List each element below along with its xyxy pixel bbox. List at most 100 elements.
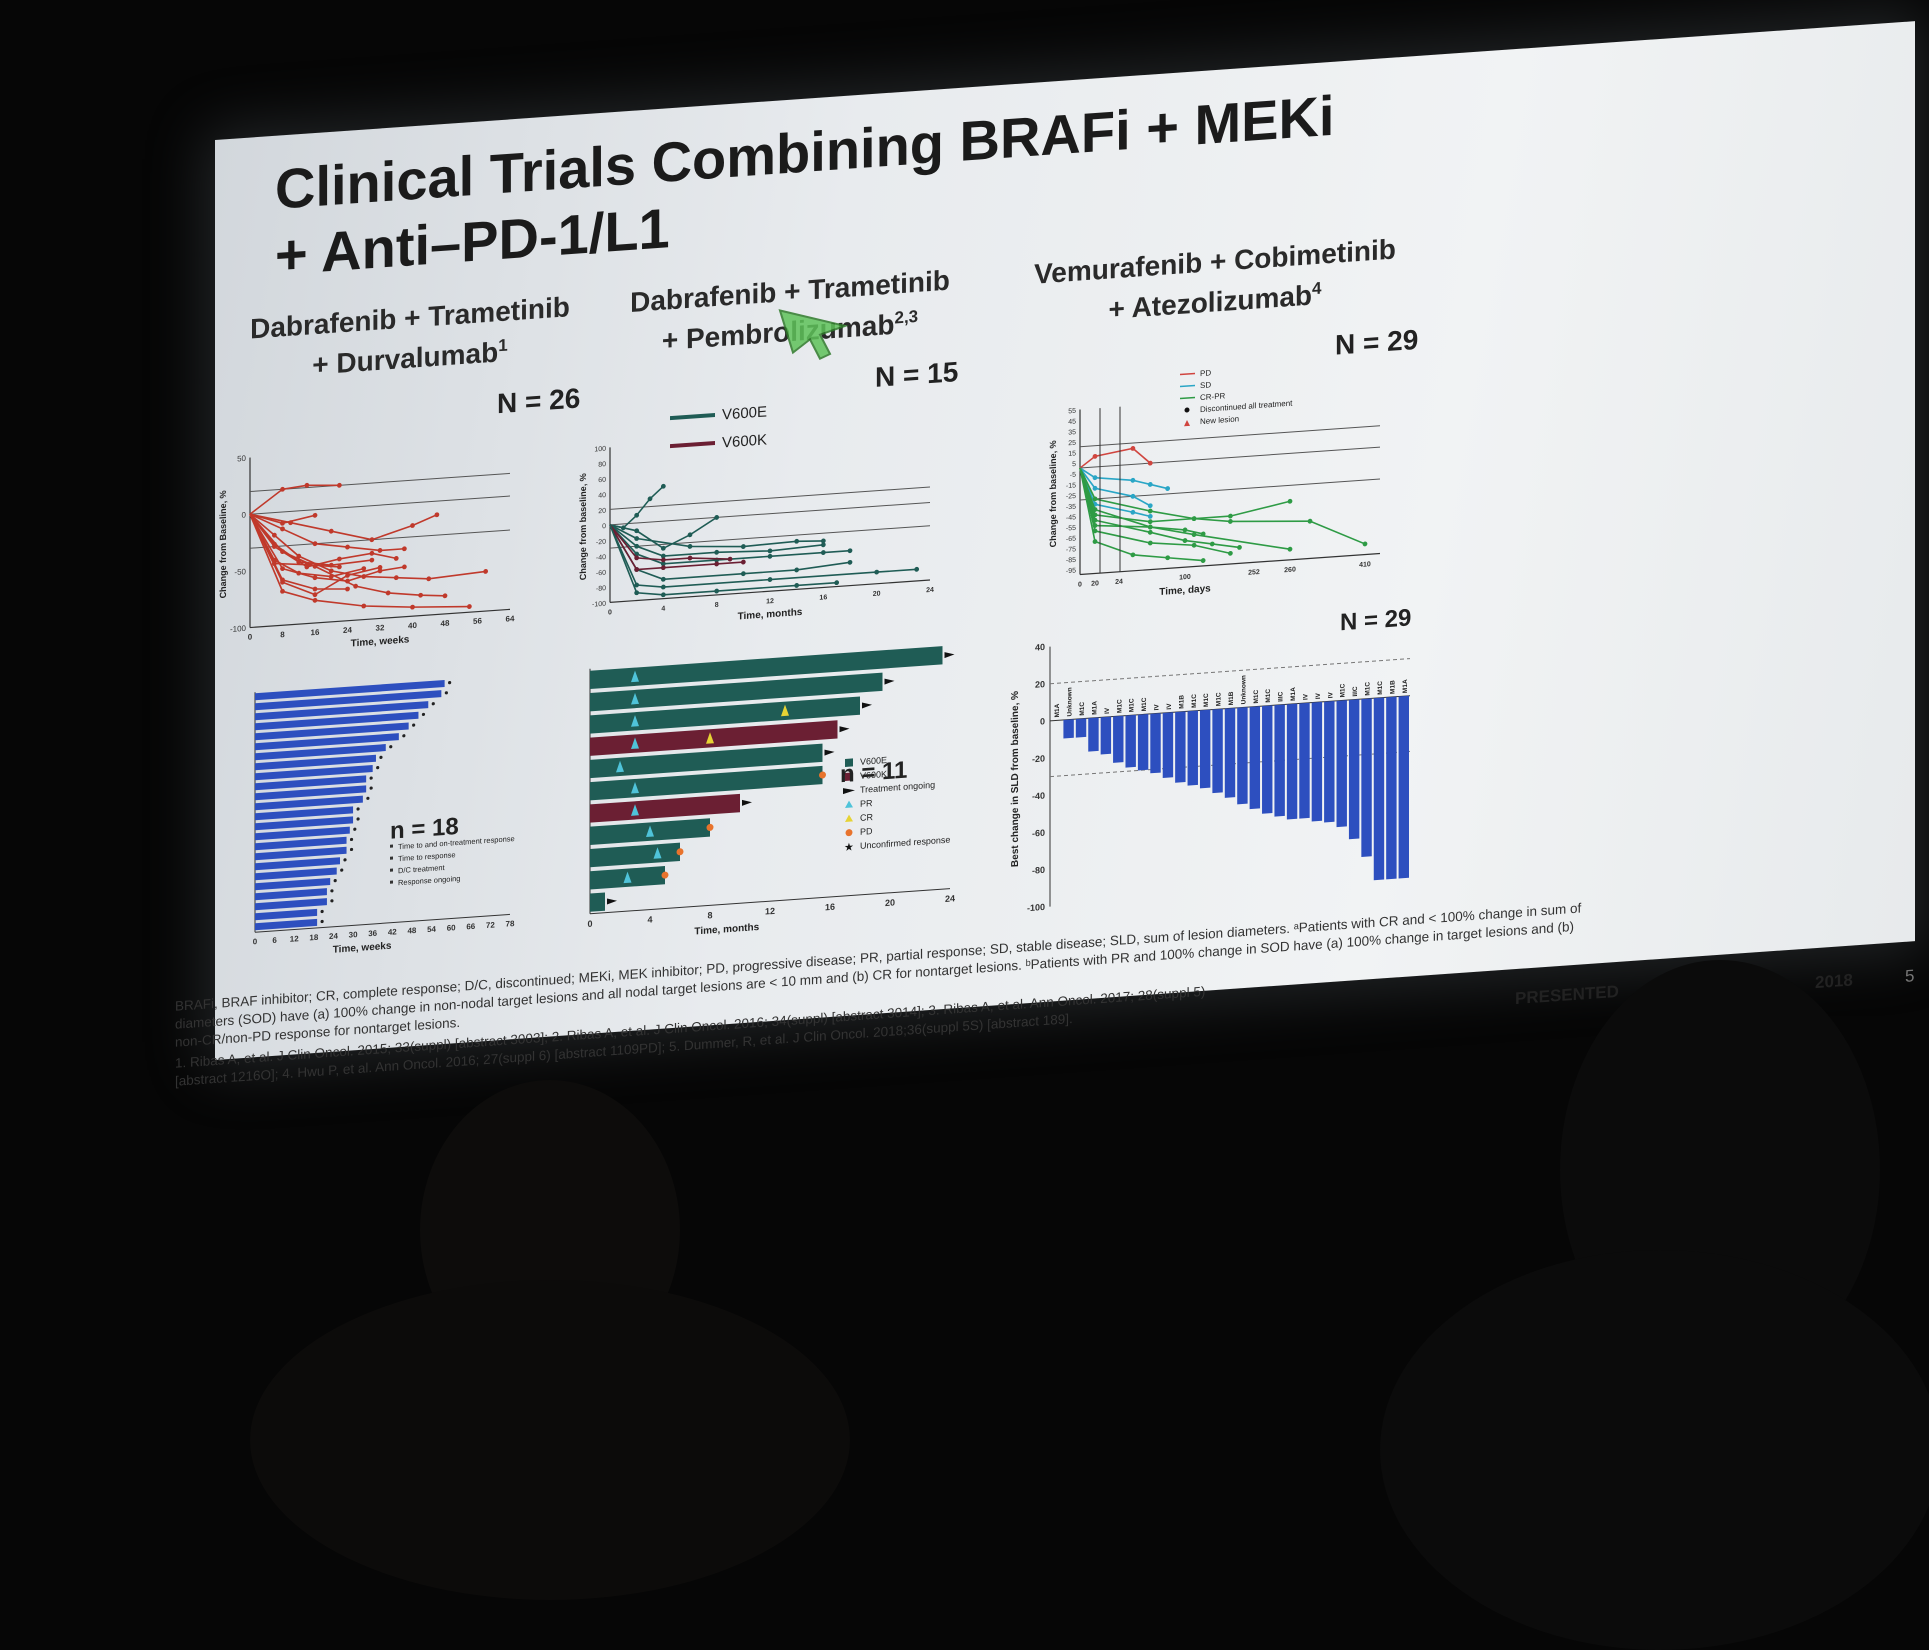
data-point <box>426 576 432 582</box>
y-tick-label: -85 <box>1066 557 1076 565</box>
waterfall-bar <box>1187 710 1198 786</box>
swimmer-bar <box>590 892 605 912</box>
y-tick-label: -35 <box>1066 504 1076 512</box>
data-point <box>1092 453 1098 459</box>
pd-marker <box>706 823 714 831</box>
reference-line <box>250 529 510 549</box>
data-point <box>794 567 800 573</box>
category-label: M1C <box>1265 688 1272 703</box>
data-point <box>466 604 472 609</box>
data-point <box>1191 542 1197 548</box>
y-axis-label: Best change in SLD from baseline, % <box>1010 691 1021 868</box>
data-point <box>401 564 407 570</box>
category-label: M1C <box>1216 692 1223 707</box>
swimmer-plot-durvalumab: 0 6 12 18 24 30 36 42 48 54 60 66 72 78 Time, weeks Tim… <box>253 679 515 956</box>
y-tick-label: -60 <box>596 570 606 578</box>
y-tick-label: -100 <box>230 624 247 634</box>
response-ongoing-marker <box>444 691 448 695</box>
data-point <box>328 528 334 534</box>
swimmer-bar <box>255 754 376 771</box>
data-point <box>1147 519 1153 525</box>
data-point <box>687 544 693 549</box>
x-tick-label: 20 <box>1091 580 1099 588</box>
category-label: IV <box>1104 707 1111 714</box>
response-ongoing-marker <box>340 868 344 872</box>
legend-swatch <box>845 814 853 822</box>
waterfall-bar <box>1113 715 1124 763</box>
y-tick-label: -80 <box>1032 865 1045 876</box>
cr-marker <box>706 732 714 744</box>
legend-swatch <box>845 772 853 781</box>
x-axis-label: Time, months <box>694 922 759 938</box>
swimmer-bar <box>255 775 367 791</box>
pr-marker <box>631 781 639 794</box>
data-point <box>634 512 640 518</box>
spider-plot-atezolizumab: 55 45 35 25 15 5 -5 -15 -25 -35 -45 -55 -65 -75 -85 -95… <box>1048 368 1380 598</box>
data-point <box>820 550 826 555</box>
n-label-swimmer-pembrolizumab: n = 11 <box>840 756 908 789</box>
data-point <box>353 583 359 589</box>
reference-line <box>610 486 930 510</box>
waterfall-bar <box>1262 705 1273 814</box>
data-point <box>369 550 375 556</box>
pr-marker <box>616 760 624 773</box>
response-ongoing-marker <box>320 919 324 924</box>
column-heading-atezolizumab: Vemurafenib + Cobimetinib + Atezolizumab… <box>1015 231 1415 333</box>
category-label: M1C <box>1365 681 1372 696</box>
data-point <box>914 566 920 572</box>
data-point <box>660 557 666 563</box>
category-label: M1A <box>1402 679 1409 694</box>
data-point <box>280 526 285 532</box>
x-axis <box>590 888 950 915</box>
data-point <box>1191 516 1197 522</box>
x-tick-label: 16 <box>819 594 827 602</box>
data-point <box>1227 513 1233 519</box>
swimmer-bar <box>255 785 367 801</box>
x-tick-label: 60 <box>447 923 456 933</box>
waterfall-bar <box>1162 712 1174 779</box>
reference-line <box>1050 750 1410 778</box>
legend-label: PD <box>860 826 873 837</box>
x-axis <box>610 579 930 603</box>
x-tick-label: 0 <box>1078 581 1082 588</box>
waterfall-bar <box>1100 716 1112 755</box>
x-tick-label: 0 <box>253 937 258 946</box>
page-number: 5 <box>1905 966 1915 986</box>
data-point <box>434 512 440 518</box>
data-point <box>1307 518 1313 524</box>
swimmer-bar <box>255 711 419 731</box>
legend-label: CR-PR <box>1200 391 1226 402</box>
swimmer-bar <box>590 696 860 734</box>
data-point <box>634 567 640 572</box>
swimmer-bar <box>255 744 386 761</box>
waterfall-bar <box>1398 695 1410 879</box>
waterfall-bar <box>1311 701 1323 822</box>
data-point <box>660 565 666 571</box>
waterfall-plot-atezolizumab: 40 20 0 -20 -40 -60 -80 -100 Best change in SLD … <box>1010 642 1410 913</box>
data-point <box>312 512 318 518</box>
series-line <box>1079 467 1151 518</box>
y-tick-label: -80 <box>596 585 606 593</box>
data-point <box>1130 509 1136 515</box>
response-ongoing-marker <box>366 796 370 800</box>
x-tick-label: 64 <box>506 614 515 624</box>
data-point <box>727 556 733 562</box>
data-point <box>687 532 693 538</box>
data-point <box>1237 544 1242 550</box>
waterfall-bar <box>1286 703 1298 820</box>
y-tick-label: -75 <box>1066 546 1076 554</box>
data-point <box>312 586 318 592</box>
waterfall-bar <box>1125 714 1136 768</box>
legend-label: CR <box>860 812 873 823</box>
data-point <box>1147 540 1153 546</box>
data-point <box>714 588 720 594</box>
data-point <box>820 538 826 544</box>
swimmer-bar <box>255 908 318 921</box>
legend-label: V600K <box>722 431 767 451</box>
x-tick-label: 252 <box>1248 569 1260 577</box>
data-point <box>714 549 720 555</box>
presentation-slide: Clinical Trials Combining BRAFi + MEKi +… <box>175 21 1915 1089</box>
legend-swatch <box>390 844 393 848</box>
legend-label: SD <box>1200 380 1211 390</box>
reference-line <box>610 502 930 526</box>
